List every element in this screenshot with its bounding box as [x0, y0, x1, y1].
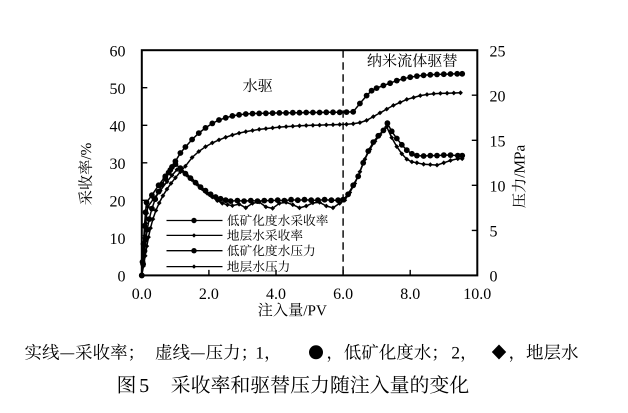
- svg-text:10: 10: [110, 231, 126, 248]
- svg-text:25: 25: [490, 44, 506, 61]
- svg-text:10.0: 10.0: [463, 286, 491, 303]
- svg-text:0: 0: [118, 269, 126, 286]
- svg-text:60: 60: [110, 44, 126, 61]
- svg-text:5: 5: [490, 224, 498, 241]
- svg-text:0: 0: [490, 269, 498, 286]
- svg-text:8.0: 8.0: [400, 286, 420, 303]
- svg-text:2.0: 2.0: [199, 286, 219, 303]
- svg-text:0.0: 0.0: [132, 286, 152, 303]
- svg-text:6.0: 6.0: [333, 286, 353, 303]
- svg-text:20: 20: [490, 89, 506, 106]
- svg-text:15: 15: [490, 134, 506, 151]
- svg-text:10: 10: [490, 179, 506, 196]
- svg-text:50: 50: [110, 81, 126, 98]
- svg-text:20: 20: [110, 194, 126, 211]
- svg-text:4.0: 4.0: [266, 286, 286, 303]
- svg-text:40: 40: [110, 119, 126, 136]
- svg-text:30: 30: [110, 156, 126, 173]
